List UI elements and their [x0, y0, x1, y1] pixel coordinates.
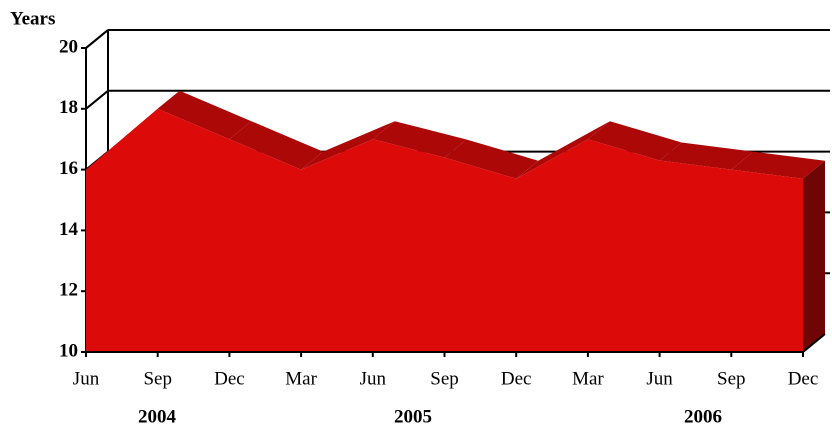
x-tick-label: Jun	[73, 368, 100, 389]
area-top-face	[731, 151, 825, 179]
area-side-face	[803, 160, 825, 352]
y-tick-label: 18	[59, 97, 78, 118]
grid-line	[85, 90, 109, 110]
area-front-face	[86, 108, 803, 352]
area-top-face	[229, 121, 324, 170]
x-tick-label: Mar	[285, 368, 317, 389]
area-top-face	[372, 121, 467, 158]
area-top-face	[301, 121, 395, 170]
floor-depth-edge	[802, 333, 826, 353]
y-tick-label: 20	[59, 36, 78, 57]
grid-line	[85, 29, 109, 49]
x-tick-label: Sep	[430, 368, 459, 389]
x-tick-label: Dec	[501, 368, 532, 389]
year-label: 2005	[394, 406, 432, 427]
area-top-face	[659, 142, 754, 170]
year-label: 2006	[684, 406, 722, 427]
x-tick-label: Jun	[646, 368, 673, 389]
y-tick-label: 12	[59, 280, 78, 301]
area-top-face	[516, 121, 610, 179]
x-tick-label: Dec	[214, 368, 245, 389]
y-tick-label: 16	[59, 158, 78, 179]
area-top-face	[157, 90, 252, 140]
y-tick-label: 10	[59, 340, 78, 361]
area-top-face	[587, 121, 682, 161]
x-tick-label: Sep	[717, 368, 746, 389]
area-top-face	[444, 139, 539, 179]
y-axis-label: Years	[10, 8, 55, 29]
y-tick-label: 14	[59, 219, 79, 240]
x-tick-label: Dec	[788, 368, 819, 389]
x-tick-label: Mar	[572, 368, 604, 389]
x-tick-label: Jun	[360, 368, 387, 389]
x-tick-label: Sep	[143, 368, 172, 389]
year-label: 2004	[138, 406, 177, 427]
